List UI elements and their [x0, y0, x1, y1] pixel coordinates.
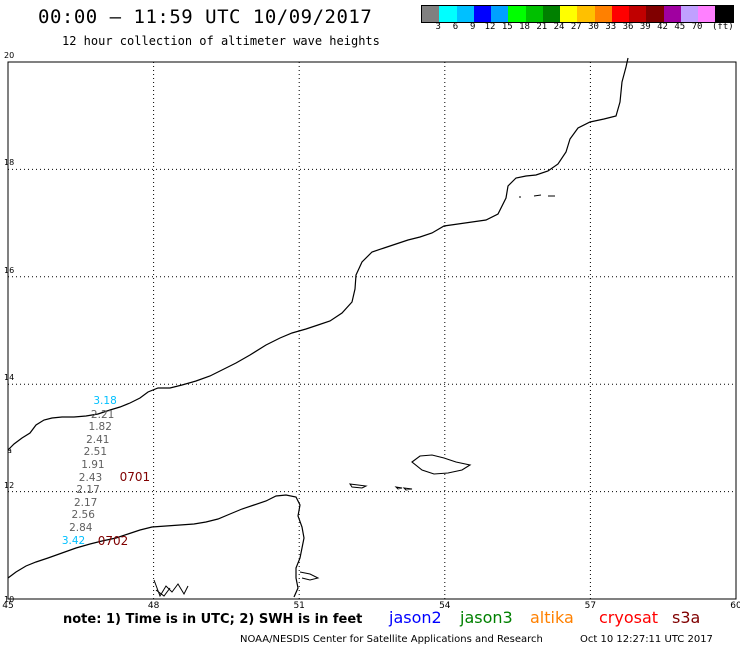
longitude-tick-label: 48 [147, 601, 160, 611]
colorbar-swatch [491, 6, 509, 22]
map-grid [8, 62, 736, 599]
colorbar-swatch [715, 6, 733, 22]
longitude-tick-label: 51 [293, 601, 305, 611]
brothers-islands [394, 486, 413, 491]
latitude-tick-label: 20 [4, 51, 15, 60]
colorbar-swatch [594, 6, 612, 22]
socotra-island [411, 454, 472, 475]
pass-time-label: 0701 [119, 470, 151, 485]
somali-coastline [7, 494, 305, 598]
colorbar-swatch [646, 6, 664, 22]
wave-height-value: 1.91 [81, 458, 105, 471]
kuria-muria-islands [519, 194, 555, 198]
colorbar-label: 9 [470, 22, 476, 32]
colorbar-swatch [698, 6, 716, 22]
longitude-tick-label: 60 [730, 601, 740, 611]
colorbar-label: 12 [484, 22, 496, 32]
colorbar-swatch [542, 6, 560, 22]
colorbar-swatch [560, 6, 578, 22]
colorbar-swatch [577, 6, 595, 22]
satellite-legend-jason3: jason3 [460, 608, 513, 627]
longitude-tick-label: 45 [2, 601, 14, 611]
map-frame [7, 61, 737, 600]
colorbar-label: 6 [452, 22, 459, 32]
longitude-tick-label: 54 [439, 601, 451, 611]
map-subtitle: 12 hour collection of altimeter wave hei… [62, 34, 380, 48]
colorbar-labels: 3 6 9 12 15 18 21 24 27 30 33 36 39 42 45 70 [421, 22, 740, 34]
pass-time-label: 0702 [97, 534, 129, 549]
colorbar-label: 70 [691, 22, 703, 32]
wave-height-value: 2.41 [86, 433, 110, 446]
satellite-legend-s3a: s3a [672, 608, 701, 627]
satellite-legend-cryosat: cryosat [599, 608, 659, 627]
colorbar-label: 42 [657, 22, 668, 32]
colorbar-swatch [629, 6, 647, 22]
footer-timestamp: Oct 10 12:27:11 UTC 2017 [580, 634, 713, 645]
colorbar-label: 15 [501, 22, 513, 32]
colorbar-swatch [473, 6, 491, 22]
colorbar-label: 18 [519, 22, 530, 32]
colorbar-label: 3 [435, 22, 441, 32]
colorbar-swatch [439, 6, 457, 22]
satellite-legend-jason2: jason2 [389, 608, 442, 627]
colorbar-label: 39 [639, 22, 651, 32]
colorbar-swatch [680, 6, 698, 22]
colorbar-swatch [525, 6, 543, 22]
colorbar-label: 24 [553, 22, 565, 32]
left-edge-label: a [7, 446, 12, 455]
wave-height-value: 3.18 [93, 395, 117, 408]
wave-height-value: 2.56 [71, 509, 95, 522]
wave-height-value: 3.42 [61, 535, 86, 548]
footer-note: note: 1) Time is in UTC; 2) SWH is in fe… [63, 612, 363, 627]
wave-height-value: 2.21 [90, 408, 115, 421]
colorbar-swatch [611, 6, 629, 22]
latitude-tick-label: 14 [4, 373, 15, 383]
colorbar-swatch [508, 6, 526, 22]
latitude-tick-label: 12 [4, 480, 15, 490]
colorbar-swatch [456, 6, 474, 22]
latitude-tick-label: 10 [4, 595, 15, 604]
latitude-tick-label: 16 [4, 265, 15, 275]
arabian-coastline [7, 57, 629, 451]
longitude-tick-label: 57 [584, 601, 597, 611]
colorbar-label: 21 [536, 22, 548, 32]
map-title: 00:00 – 11:59 UTC 10/09/2017 [38, 6, 373, 28]
wave-height-colorbar [421, 5, 734, 23]
colorbar-label: 45 [674, 22, 686, 32]
wave-height-value: 2.51 [83, 446, 108, 459]
latitude-tick-label: 18 [4, 158, 15, 168]
wave-height-value: 2.17 [73, 496, 98, 509]
abd-al-kuri-island [348, 483, 368, 489]
colorbar-label: 33 [605, 22, 617, 32]
colorbar-label: 30 [588, 22, 599, 32]
colorbar-unit: (ft) [712, 22, 734, 32]
satellite-legend-altika: altika [530, 608, 574, 627]
wave-height-value: 2.43 [78, 471, 103, 484]
colorbar-label: 36 [622, 22, 634, 32]
cape-guardafui-marks [153, 579, 189, 598]
ras-hafun-outline [299, 571, 320, 581]
wave-height-value: 2.84 [69, 522, 93, 535]
wave-height-value: 2.17 [76, 484, 100, 497]
footer-credit: NOAA/NESDIS Center for Satellite Applica… [240, 634, 543, 645]
colorbar-label: 27 [570, 22, 582, 32]
colorbar-swatch [663, 6, 681, 22]
colorbar-swatch [422, 6, 440, 22]
wave-height-value: 1.82 [88, 421, 112, 434]
